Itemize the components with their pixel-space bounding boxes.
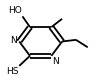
Text: N: N [10,36,17,45]
Text: HO: HO [8,6,21,15]
Text: N: N [52,57,59,66]
Text: HS: HS [6,67,18,76]
